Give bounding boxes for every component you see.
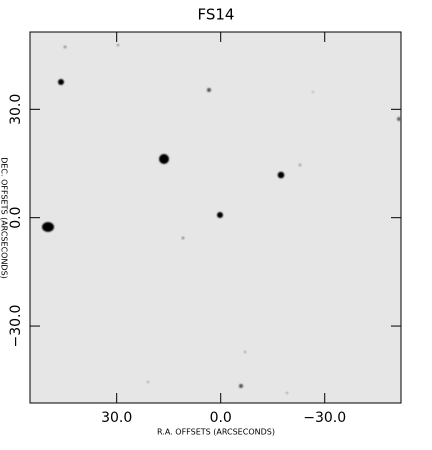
star — [243, 350, 247, 354]
star — [146, 380, 150, 384]
chart-title: FS14 — [198, 6, 235, 24]
star — [116, 43, 120, 47]
star — [42, 222, 54, 232]
star — [277, 171, 285, 179]
y-axis-label: DEC. OFFSETS (ARCSECONDS) — [0, 157, 9, 279]
star — [159, 154, 169, 164]
star — [217, 212, 223, 218]
image-frame — [29, 31, 402, 404]
star — [181, 236, 185, 240]
star — [63, 45, 67, 49]
star — [298, 163, 302, 167]
star — [311, 90, 315, 94]
y-tick-label: 0.0 — [8, 207, 24, 229]
star — [207, 88, 211, 92]
star — [239, 384, 243, 388]
x-axis-label: R.A. OFFSETS (ARCSECONDS) — [157, 428, 275, 437]
star — [397, 117, 401, 121]
x-tick-label: −30.0 — [303, 410, 346, 426]
x-tick-label: 30.0 — [101, 410, 132, 426]
y-tick-label: 30.0 — [8, 94, 24, 125]
y-tick-label: −30.0 — [8, 305, 24, 348]
stars — [42, 43, 401, 395]
star — [58, 79, 64, 85]
x-tick-label: 0.0 — [210, 410, 232, 426]
star — [285, 391, 289, 395]
